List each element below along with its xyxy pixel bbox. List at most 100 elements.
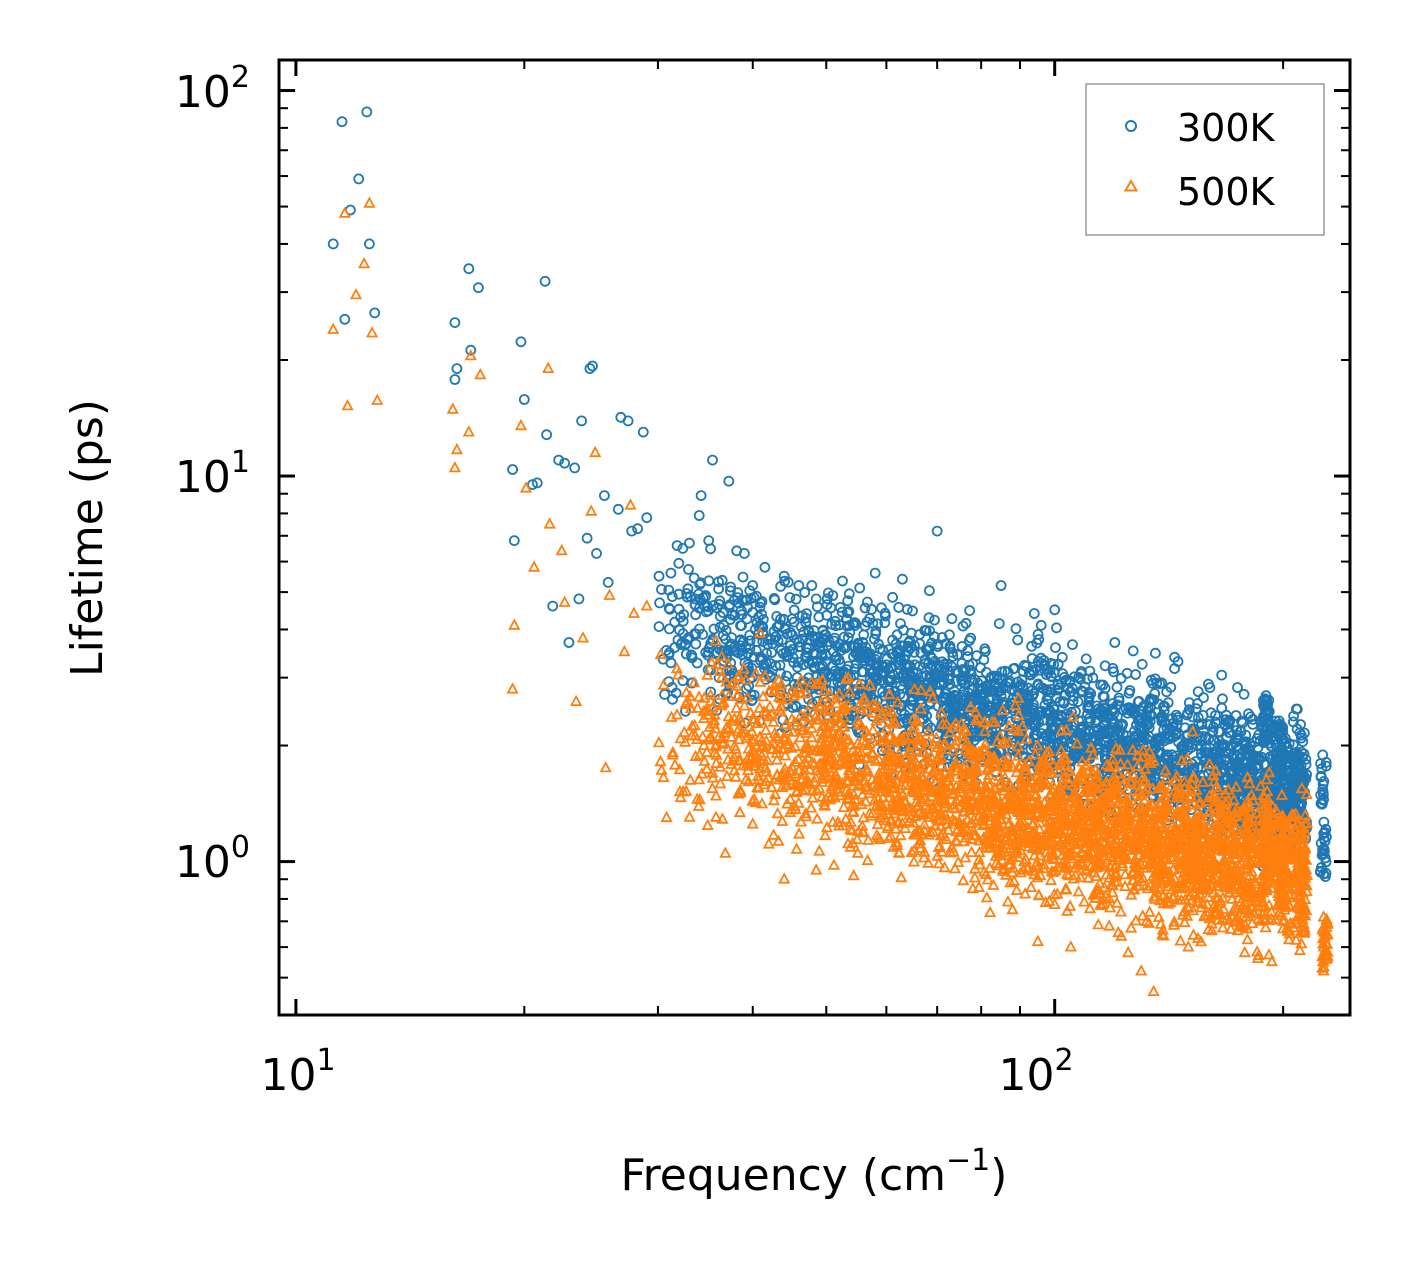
data-point-300k xyxy=(563,637,575,648)
data-point-500k xyxy=(363,196,376,208)
data-point-500k xyxy=(1103,919,1116,931)
data-point-500k xyxy=(327,322,340,334)
data-point-500k xyxy=(746,817,759,829)
data-point-500k xyxy=(589,445,602,458)
data-point-500k xyxy=(1182,940,1195,952)
series-500k-dense-cloud xyxy=(652,626,1334,976)
data-point-300k xyxy=(465,344,477,356)
data-point-300k xyxy=(463,263,475,275)
data-point-500k xyxy=(891,838,904,850)
data-point-300k xyxy=(599,490,610,502)
data-point-300k xyxy=(747,580,759,591)
data-point-500k xyxy=(555,543,568,556)
legend: 300K 500K xyxy=(1085,83,1325,236)
data-point-500k xyxy=(1276,914,1290,926)
data-point-500k xyxy=(966,881,979,894)
data-point-500k xyxy=(624,498,637,510)
y-tick-label-10: 101 xyxy=(175,445,250,503)
data-point-300k xyxy=(1049,604,1061,616)
data-point-500k xyxy=(464,349,477,361)
x-tick-label-10: 101 xyxy=(260,1043,335,1101)
data-point-300k xyxy=(449,317,461,329)
data-point-300k xyxy=(569,462,581,474)
x-axis-label: Frequency (cm−1) xyxy=(621,1143,1008,1201)
data-point-500k xyxy=(618,644,631,657)
legend-label-300k: 300K xyxy=(1177,106,1276,150)
data-point-300k xyxy=(559,457,570,469)
data-point-500k xyxy=(670,708,684,720)
series-500k xyxy=(327,196,1332,996)
data-point-300k xyxy=(778,570,790,582)
data-point-500k xyxy=(450,442,464,455)
data-point-300k xyxy=(507,464,518,475)
data-point-300k xyxy=(931,525,943,537)
data-point-300k xyxy=(689,593,701,605)
data-point-500k xyxy=(542,361,555,374)
data-point-300k xyxy=(1035,619,1047,631)
data-point-500k xyxy=(514,418,528,431)
data-point-500k xyxy=(599,761,612,773)
data-point-500k xyxy=(508,618,521,630)
data-point-500k xyxy=(778,872,791,884)
data-point-300k xyxy=(576,415,587,427)
plot-frame xyxy=(277,58,1352,1017)
legend-box xyxy=(1085,83,1325,236)
data-point-300k xyxy=(793,580,805,591)
data-point-500k xyxy=(371,393,384,405)
data-point-500k xyxy=(527,560,541,572)
legend-marker-500k xyxy=(1123,179,1139,192)
data-point-500k xyxy=(462,425,475,437)
data-point-300k xyxy=(541,429,552,441)
data-point-300k xyxy=(531,477,543,489)
data-point-500k xyxy=(810,863,823,875)
x-tick-label-100: 102 xyxy=(998,1043,1073,1101)
data-point-500k xyxy=(519,481,533,493)
data-point-500k xyxy=(640,599,653,611)
data-point-300k xyxy=(449,374,461,385)
y-tick-label-1: 100 xyxy=(175,830,250,888)
data-point-300k xyxy=(827,590,839,601)
data-point-300k xyxy=(369,307,381,319)
data-point-500k xyxy=(1006,902,1019,915)
data-point-500k xyxy=(558,595,571,607)
data-point-300k xyxy=(339,313,351,325)
data-point-500k xyxy=(851,846,864,858)
data-point-500k xyxy=(341,399,354,411)
data-point-300k xyxy=(665,567,677,579)
data-point-300k xyxy=(1028,608,1040,619)
data-point-300k xyxy=(622,415,634,427)
data-point-300k xyxy=(695,490,707,502)
data-point-300k xyxy=(602,577,614,588)
data-point-500k xyxy=(543,517,556,529)
data-point-300k xyxy=(451,363,463,375)
data-point-300k xyxy=(995,580,1007,591)
data-point-500k xyxy=(1318,929,1332,941)
data-point-500k xyxy=(1031,934,1044,946)
data-point-300k xyxy=(707,454,718,466)
series-300k xyxy=(327,106,1121,648)
data-point-300k xyxy=(472,282,484,294)
data-point-300k xyxy=(363,238,375,250)
y-axis-label: Lifetime (ps) xyxy=(62,399,113,677)
data-point-500k xyxy=(1293,863,1306,875)
data-point-500k xyxy=(1238,945,1251,958)
data-point-300k xyxy=(547,600,559,612)
data-point-500k xyxy=(660,810,673,823)
data-point-300k xyxy=(587,360,598,372)
data-point-500k xyxy=(448,461,462,473)
data-point-300k xyxy=(723,475,735,487)
data-point-300k xyxy=(703,535,715,546)
data-point-500k xyxy=(585,504,598,516)
data-point-300k xyxy=(693,510,705,521)
data-point-300k xyxy=(1109,637,1121,648)
data-point-500k xyxy=(357,257,371,269)
data-point-300k xyxy=(581,532,593,544)
data-point-300k xyxy=(584,363,596,375)
data-point-300k xyxy=(684,537,695,549)
data-point-500k xyxy=(1147,984,1160,996)
data-point-500k xyxy=(704,688,717,700)
data-point-300k xyxy=(553,454,565,466)
data-point-300k xyxy=(515,336,527,348)
data-point-500k xyxy=(338,206,351,218)
